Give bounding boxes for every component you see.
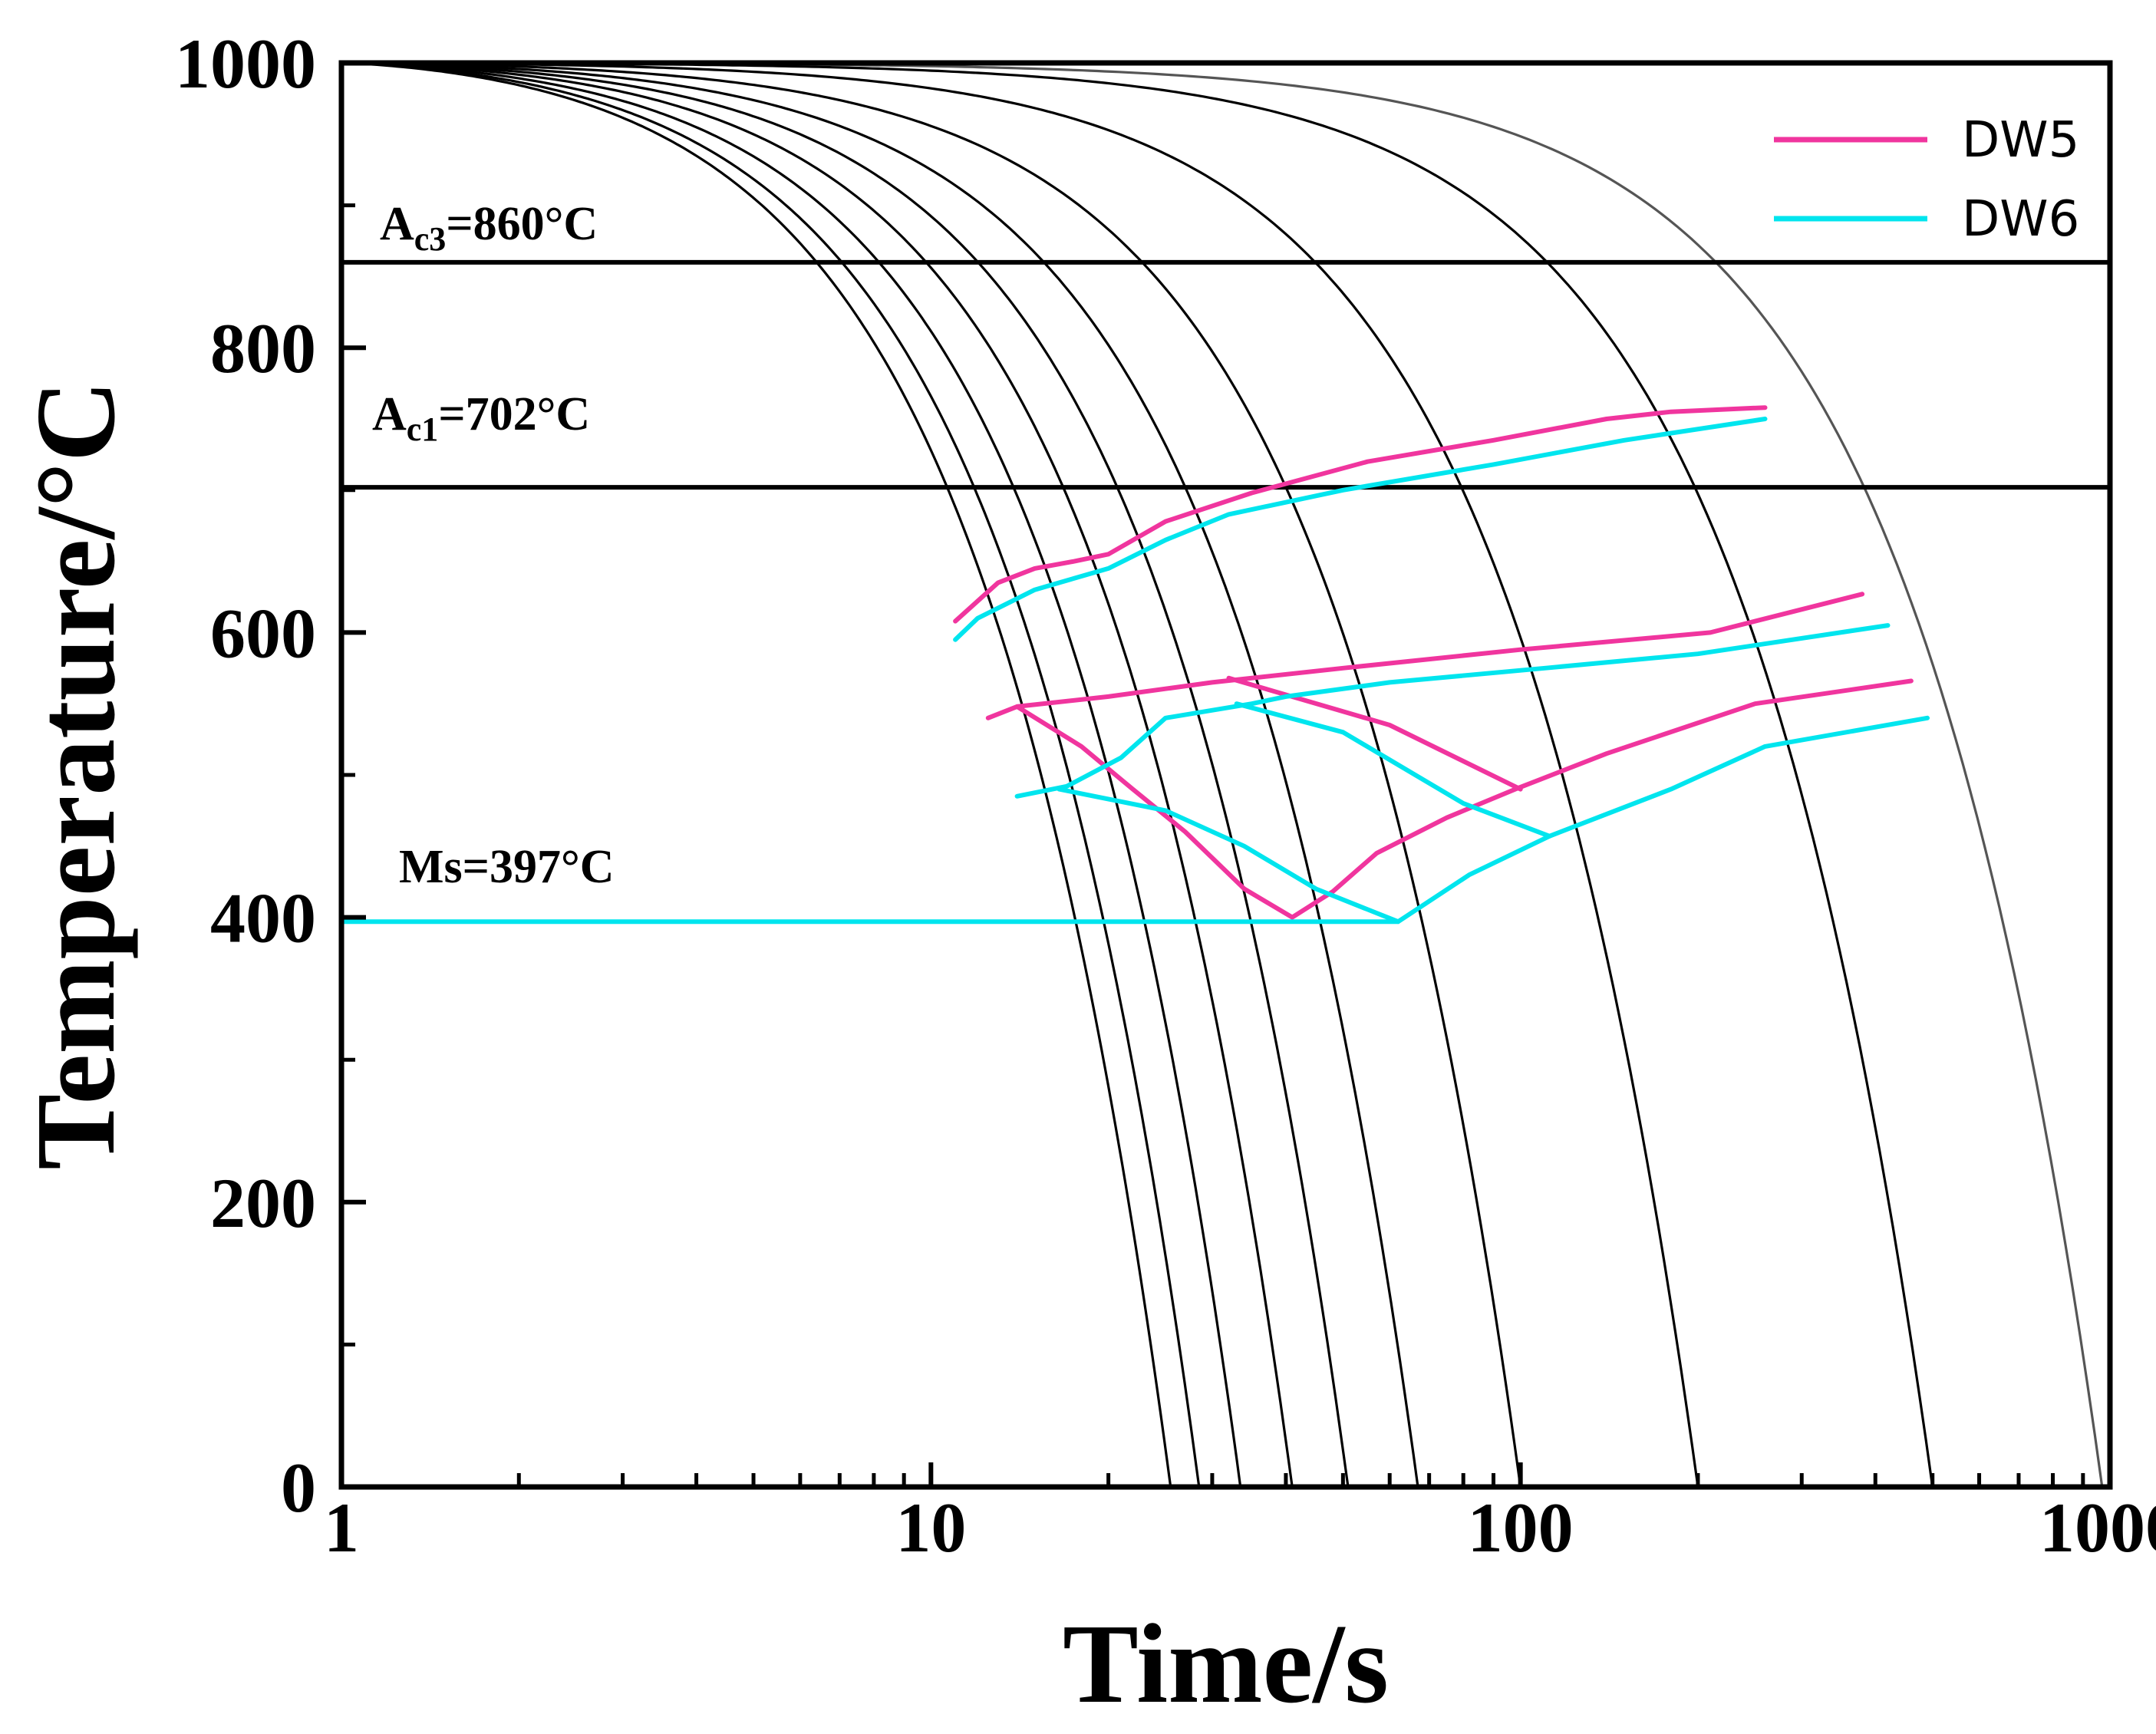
cooling-curve-1 bbox=[341, 61, 1172, 1488]
cooling-curve-4 bbox=[341, 61, 1294, 1488]
x-tick-label: 10 bbox=[895, 1488, 966, 1567]
ref-label-ms-value: =397°C bbox=[463, 841, 615, 893]
ref-label-ac3-subscript: c3 bbox=[414, 220, 447, 258]
cooling-curve-2 bbox=[341, 61, 1201, 1488]
axis-tick-labels: 1 10 100 1000 0 200 400 600 800 1000 bbox=[175, 25, 2156, 1567]
legend-label-dw5: DW5 bbox=[1962, 112, 2079, 169]
cooling-curves bbox=[341, 61, 2104, 1488]
ref-label-ac1-value: =702°C bbox=[438, 388, 590, 440]
series-dw5-segment-3 bbox=[1014, 678, 1914, 920]
series-dw6-segment-2 bbox=[953, 417, 1768, 642]
cooling-curve-7 bbox=[341, 61, 1522, 1488]
series-dw6-segment-5 bbox=[1234, 701, 1552, 839]
series-dw5-segment-2 bbox=[985, 592, 1865, 720]
series-dw6-segment-3 bbox=[1014, 623, 1891, 799]
cooling-curve-3 bbox=[341, 61, 1242, 1488]
ref-label-ac1-subscript: c1 bbox=[407, 410, 439, 448]
x-tick-label: 100 bbox=[1468, 1488, 1574, 1567]
plot-frame bbox=[338, 60, 2113, 1490]
ref-label-ac1: Ac1=702°C bbox=[372, 388, 590, 448]
x-axis-title: Time/s bbox=[1063, 1601, 1389, 1727]
y-tick-label: 800 bbox=[210, 309, 316, 387]
y-tick-label: 600 bbox=[210, 594, 316, 672]
ref-label-ms: Ms=397°C bbox=[399, 841, 615, 893]
ref-label-ms-main: Ms bbox=[399, 841, 463, 893]
x-tick-label: 1000 bbox=[2039, 1488, 2156, 1567]
x-tick-label: 1 bbox=[324, 1488, 359, 1567]
cooling-curve-6 bbox=[341, 61, 1419, 1488]
y-tick-label: 1000 bbox=[175, 25, 316, 103]
ref-label-ac3-main: A bbox=[380, 198, 414, 250]
series-dw5 bbox=[953, 405, 1914, 920]
ref-label-ac3: Ac3=860°C bbox=[380, 198, 598, 258]
y-axis-title: Temperature/°C bbox=[13, 380, 139, 1169]
axis-ticks bbox=[339, 61, 2112, 1489]
y-tick-label: 0 bbox=[281, 1449, 316, 1527]
legend: DW5 DW6 bbox=[1774, 112, 2079, 248]
series-dw5-segment-4 bbox=[1226, 675, 1523, 792]
ref-label-ac3-value: =860°C bbox=[446, 198, 598, 250]
y-tick-label: 200 bbox=[210, 1164, 316, 1242]
y-tick-label: 400 bbox=[210, 879, 316, 958]
transformation-curves bbox=[339, 405, 1930, 925]
cooling-curve-10 bbox=[341, 61, 2104, 1488]
legend-label-dw6: DW6 bbox=[1962, 191, 2079, 248]
series-dw5-segment-1 bbox=[953, 405, 1768, 624]
ref-label-ac1-main: A bbox=[372, 388, 407, 440]
cooling-curve-9 bbox=[341, 61, 1934, 1488]
series-dw6-segment-4 bbox=[1057, 715, 1930, 925]
cooling-curve-5 bbox=[341, 61, 1350, 1488]
series-dw6 bbox=[339, 417, 1930, 925]
